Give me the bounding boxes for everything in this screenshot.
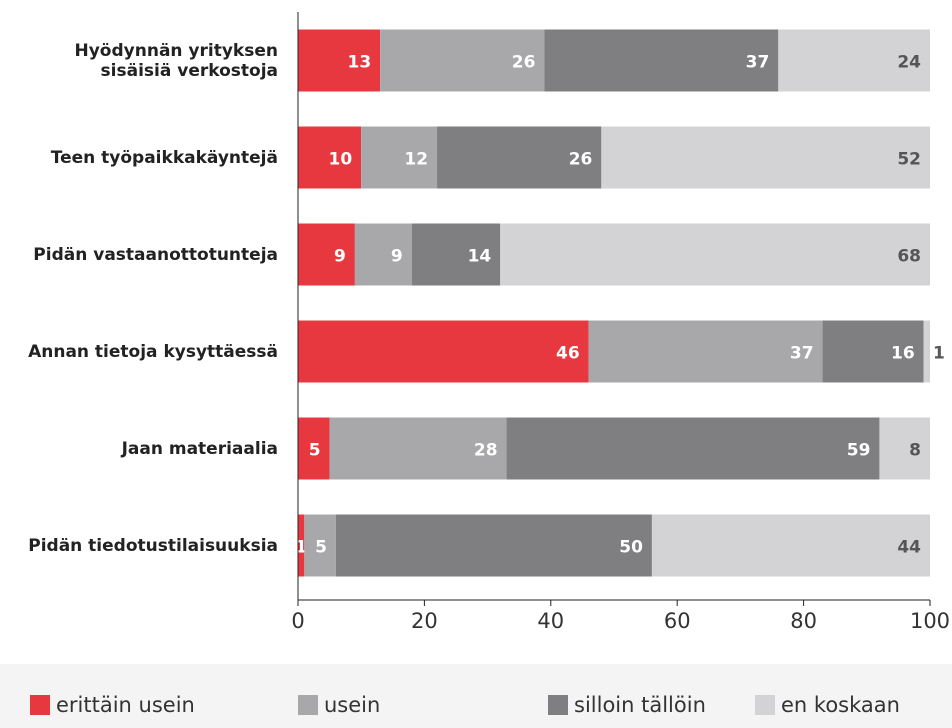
category-label: Jaan materiaalia [121, 438, 278, 459]
x-tick-label: 40 [537, 609, 564, 633]
value-label: 9 [334, 247, 346, 267]
value-label: 37 [746, 53, 770, 73]
value-label: 5 [309, 441, 321, 461]
bar-segment [329, 417, 507, 480]
legend-swatch [30, 695, 50, 715]
value-label: 24 [897, 53, 921, 73]
value-label: 1 [933, 344, 945, 364]
legend-swatch [755, 695, 775, 715]
bar-segment [298, 514, 305, 577]
bar-segment [506, 417, 880, 480]
bar-segment [298, 126, 362, 189]
bar-segment [298, 320, 589, 383]
category-label: Teen työpaikkakäyntejä [50, 147, 278, 168]
legend-background [0, 664, 952, 728]
value-label: 28 [474, 441, 498, 461]
bar-segment [354, 223, 412, 286]
bar-segment [437, 126, 602, 189]
value-label: 9 [391, 247, 403, 267]
value-label: 14 [468, 247, 492, 267]
bar-segment [923, 320, 930, 383]
bar-segment [380, 29, 545, 92]
value-label: 8 [909, 441, 921, 461]
value-label: 5 [315, 538, 327, 558]
bar-segment [544, 29, 779, 92]
x-tick-label: 80 [790, 609, 817, 633]
bar-segment [588, 320, 823, 383]
bar-segment [298, 223, 355, 286]
bar-segment [361, 126, 438, 189]
value-label: 37 [790, 344, 814, 364]
category-label: Annan tietoja kysyttäessä [28, 341, 278, 362]
legend-swatch [298, 695, 318, 715]
value-label: 68 [897, 247, 921, 267]
bar-segment [298, 29, 381, 92]
legend-label: erittäin usein [56, 693, 195, 717]
bar-segment [601, 126, 930, 189]
x-tick-label: 20 [411, 609, 438, 633]
legend-label: en koskaan [781, 693, 900, 717]
bar-segment [822, 320, 924, 383]
legend-swatch [548, 695, 568, 715]
x-tick-label: 0 [291, 609, 304, 633]
category-label: Hyödynnän yrityksen sisäisiä verkostoja [74, 40, 279, 81]
bar-segment [298, 417, 330, 480]
category-label: Pidän tiedotustilaisuuksia [28, 535, 278, 556]
bar-segment [335, 514, 652, 577]
bar-segment [500, 223, 930, 286]
value-label: 50 [619, 538, 643, 558]
legend-label: usein [324, 693, 380, 717]
value-label: 52 [897, 150, 921, 170]
bar-segment [651, 514, 930, 577]
value-label: 26 [512, 53, 536, 73]
bar-segment [778, 29, 930, 92]
legend-label: silloin tällöin [574, 693, 706, 717]
bar-segment [304, 514, 336, 577]
x-tick-label: 60 [664, 609, 691, 633]
category-label: Pidän vastaanottotunteja [33, 244, 278, 265]
value-label: 26 [569, 150, 593, 170]
value-label: 16 [891, 344, 915, 364]
value-label: 1 [295, 538, 307, 558]
value-label: 46 [556, 344, 580, 364]
bar-segment [411, 223, 501, 286]
value-label: 12 [404, 150, 428, 170]
value-label: 10 [329, 150, 353, 170]
x-tick-label: 100 [910, 609, 950, 633]
value-label: 13 [347, 53, 371, 73]
value-label: 44 [897, 538, 921, 558]
value-label: 59 [847, 441, 871, 461]
bar-segment [879, 417, 930, 480]
